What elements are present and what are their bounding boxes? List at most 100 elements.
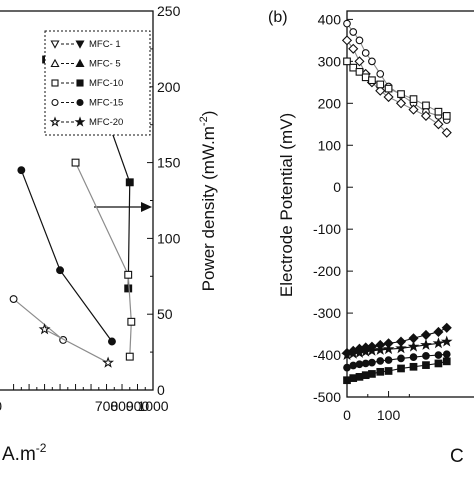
panel-b-data-point xyxy=(343,376,351,385)
panel-b-y-tick-label: -300 xyxy=(313,305,341,321)
panel-b-data-point xyxy=(376,80,385,89)
panel-b-data-point xyxy=(349,374,358,382)
panel-b-data-point xyxy=(397,364,405,373)
panel-b-y-tick-label: 100 xyxy=(318,137,342,153)
panel-b-data-point xyxy=(382,343,395,355)
panel-b-data-point xyxy=(441,322,452,333)
panel-a-x-tick-label: 0 xyxy=(0,398,2,414)
panel-a-data-point xyxy=(38,323,51,335)
panel-a-series-line xyxy=(44,328,109,364)
panel-b-data-point xyxy=(395,342,407,354)
panel-a-data-point xyxy=(108,337,116,346)
panel-b-data-point xyxy=(349,28,358,36)
panel-b-series-line xyxy=(346,40,448,134)
panel-b-data-point xyxy=(374,343,387,355)
panel-a-y-tick-label: 0 xyxy=(157,382,165,398)
panel-b-data-point xyxy=(395,98,407,109)
panel-a-annotation-arrow-head xyxy=(141,202,152,212)
panel-b-data-point xyxy=(348,43,359,54)
panel-b-data-point xyxy=(433,326,444,338)
panel-b-data-point xyxy=(361,73,370,82)
panel-a-legend-filled-marker xyxy=(74,116,86,127)
panel-b-data-point xyxy=(368,358,376,367)
panel-b-data-point xyxy=(355,36,364,45)
panel-b-data-point xyxy=(368,370,376,378)
panel-a-x-axis-label: A.m-2 xyxy=(2,441,47,465)
panel-b-data-point xyxy=(384,356,393,364)
panel-a-y-tick-label: 250 xyxy=(157,3,181,19)
panel-b-y-tick-label: -100 xyxy=(313,221,341,237)
panel-a-legend-filled-marker xyxy=(76,79,84,87)
panel-b-frame xyxy=(346,10,474,398)
panel-b-data-point xyxy=(432,337,445,349)
panel-b-data-point xyxy=(343,57,351,66)
panel-a-x-axis-label-superscript: -2 xyxy=(36,441,47,455)
panel-a-x-tick-label: 900 xyxy=(126,398,150,414)
panel-b-data-point xyxy=(384,84,393,93)
panel-b-data-point xyxy=(440,335,453,347)
panel-b-y-tick-label: -200 xyxy=(313,263,341,279)
panel-a-data-point xyxy=(127,317,136,326)
panel-b-data-point xyxy=(343,363,351,372)
panel-b-data-point xyxy=(354,56,365,67)
panel-a-data-point xyxy=(56,266,65,275)
panel-a-legend-label: MFC-20 xyxy=(89,117,123,128)
panel-b-data-point xyxy=(341,35,353,46)
panel-b-y-tick-label: 300 xyxy=(318,53,342,69)
panel-a-legend-open-marker xyxy=(51,98,59,107)
panel-b-y-tick-label: -400 xyxy=(313,347,341,363)
panel-a-y-tick-label: 50 xyxy=(157,306,173,322)
panel-b-data-point xyxy=(441,127,452,138)
panel-a-x-axis-label-text: A.m xyxy=(2,444,36,465)
panel-a-data-point xyxy=(71,158,80,167)
panel-b-data-point xyxy=(409,362,418,371)
panel-b-data-point xyxy=(442,350,451,359)
panel-b-data-point xyxy=(368,76,376,85)
panel-b-y-tick-label: 200 xyxy=(318,95,342,111)
panel-b-data-point xyxy=(434,107,443,116)
panel-a-data-point xyxy=(102,356,114,368)
panel-a-power-density: 07008009001000050100150200250Power densi… xyxy=(0,3,218,465)
panel-b-data-point xyxy=(349,63,358,72)
panel-a-legend-label: MFC- 5 xyxy=(89,59,121,70)
panel-a-y-axis-label-close: ) xyxy=(199,111,218,117)
panel-b-data-point xyxy=(420,110,432,121)
panel-a-y-axis-label-text: Power density (mW.m xyxy=(199,126,218,291)
panel-b-data-point xyxy=(397,354,405,363)
panel-b-data-point xyxy=(442,112,451,120)
panel-b-data-point xyxy=(407,340,420,352)
panel-a-legend-filled-marker xyxy=(75,58,85,68)
panel-b-x-tick-label: 100 xyxy=(377,407,401,423)
panel-b-data-point xyxy=(442,357,451,366)
panel-b-data-point xyxy=(434,359,443,368)
panel-b-data-point xyxy=(384,367,393,375)
panel-b-y-tick-label: 0 xyxy=(333,179,341,195)
panel-a-x-tick-label: 700 xyxy=(95,398,119,414)
panel-a-legend-open-marker xyxy=(50,40,60,49)
panel-a-legend-label: MFC-10 xyxy=(89,78,123,89)
panel-a-legend-filled-marker xyxy=(76,98,84,107)
panel-a-y-tick-label: 150 xyxy=(157,155,181,171)
panel-b-y-tick-label: -500 xyxy=(313,389,341,405)
panel-a-y-tick-label: 100 xyxy=(157,230,181,246)
panel-a-legend-open-marker xyxy=(51,79,59,87)
panel-b-data-point xyxy=(397,90,405,98)
panel-b-data-point xyxy=(433,119,444,130)
panel-b-data-point xyxy=(422,361,430,369)
panel-a-data-point xyxy=(124,284,133,293)
panel-a-data-point xyxy=(9,295,18,303)
panel-a-series-line xyxy=(13,298,64,341)
panel-b-data-point xyxy=(355,373,364,381)
panel-a-data-point xyxy=(124,270,133,279)
panel-b-x-axis-label: C xyxy=(450,446,464,467)
panel-b-data-point xyxy=(422,101,430,110)
panel-a-data-point xyxy=(125,178,134,187)
panel-b-data-point xyxy=(355,360,364,369)
panel-b-data-point xyxy=(361,359,370,368)
panel-b-data-point xyxy=(420,329,432,340)
panel-b-data-point xyxy=(376,70,385,78)
panel-a-legend-label: MFC- 1 xyxy=(89,39,121,50)
